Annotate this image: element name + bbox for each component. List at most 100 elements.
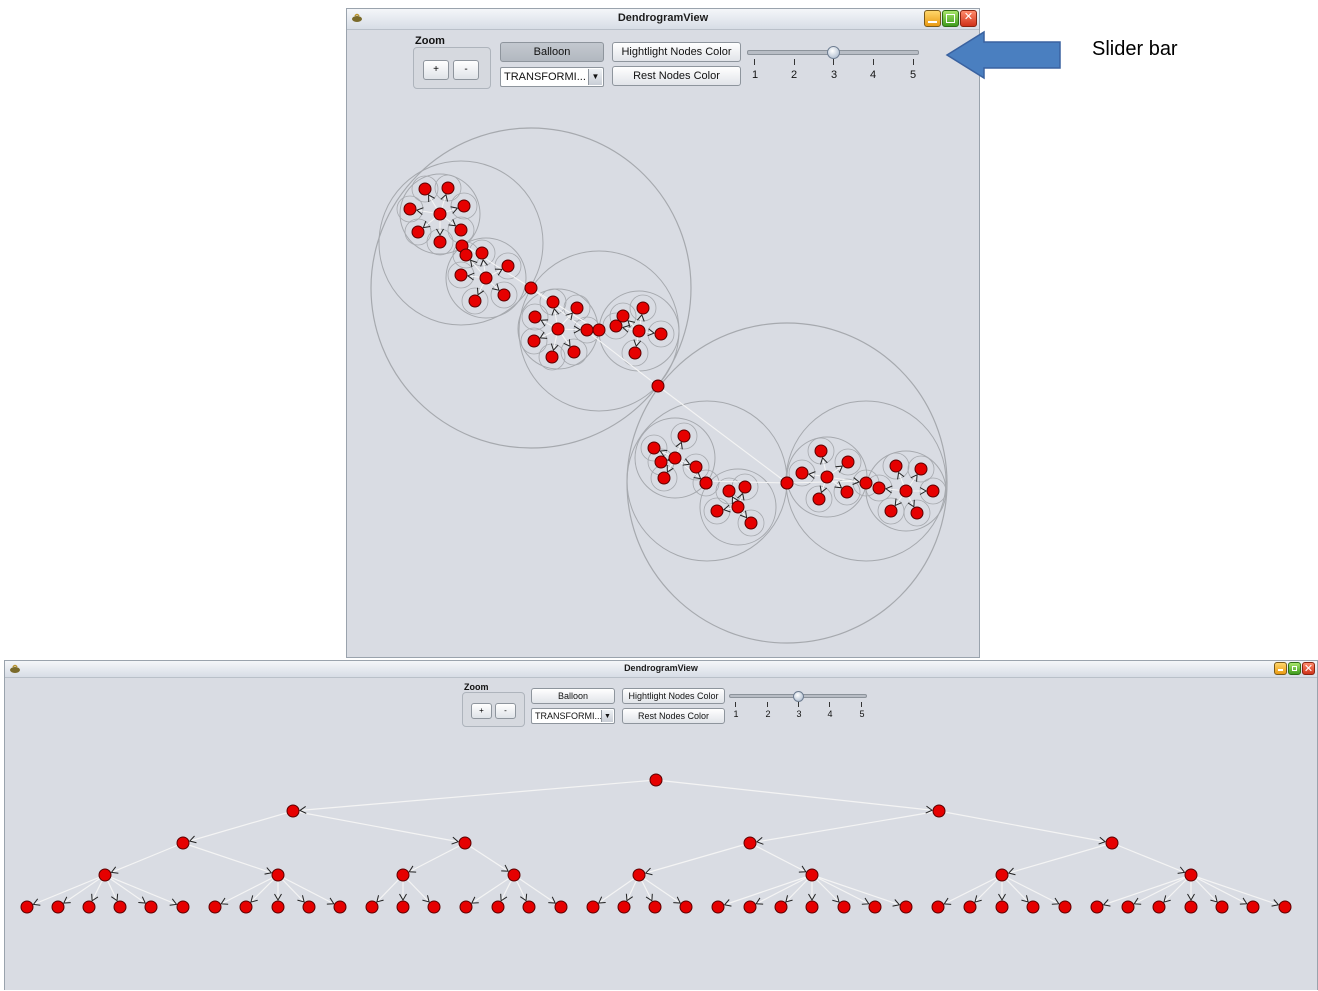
balloon-ring xyxy=(461,287,489,315)
graph-node xyxy=(524,281,538,295)
depth-slider[interactable]: 1 2 3 4 5 xyxy=(729,690,873,724)
balloon-ring xyxy=(370,127,692,449)
edge-arrowhead xyxy=(440,193,449,202)
graph-node xyxy=(654,327,668,341)
tree-edge xyxy=(749,842,813,876)
edge-arrowhead xyxy=(819,485,828,494)
minimize-button[interactable] xyxy=(1274,662,1287,675)
tree-edge xyxy=(638,842,751,876)
edge-arrowhead xyxy=(943,897,952,905)
zoom-in-button[interactable]: + xyxy=(423,60,449,80)
graph-node xyxy=(1215,900,1229,914)
edge-arrowhead xyxy=(480,258,488,267)
edge-arrowhead xyxy=(326,897,335,905)
graph-node xyxy=(689,460,703,474)
graph-node xyxy=(545,350,559,364)
graph-node xyxy=(457,199,471,213)
balloon-ring xyxy=(404,218,432,246)
slider-tick-label: 5 xyxy=(909,69,917,81)
rest-nodes-color-button[interactable]: Rest Nodes Color xyxy=(612,66,741,86)
balloon-ring xyxy=(907,455,935,483)
tree-edge xyxy=(1001,842,1113,876)
graph-node xyxy=(744,516,758,530)
edge-arrowhead xyxy=(274,893,282,901)
graph-node xyxy=(805,900,819,914)
edge-arrowhead xyxy=(919,487,927,495)
edge-arrowhead xyxy=(169,898,178,906)
graph-node xyxy=(889,459,903,473)
close-button[interactable] xyxy=(960,10,977,27)
edge-arrowhead xyxy=(675,441,683,450)
graph-node xyxy=(302,900,316,914)
tree-edge xyxy=(292,810,466,844)
graph-node xyxy=(468,294,482,308)
maximize-button[interactable] xyxy=(942,10,959,27)
graph-node xyxy=(743,900,757,914)
graph-node xyxy=(899,484,913,498)
graph-node xyxy=(628,346,642,360)
edge-arrowhead xyxy=(645,893,653,902)
graph-node xyxy=(914,462,928,476)
zoom-out-button[interactable]: - xyxy=(495,703,516,719)
edge-arrowhead xyxy=(907,499,915,508)
zoom-in-button[interactable]: + xyxy=(471,703,492,719)
transform-mode-value: TRANSFORMI... xyxy=(504,71,586,83)
edge-arrowhead xyxy=(428,194,435,202)
graph-node xyxy=(1121,900,1135,914)
graph-node xyxy=(551,322,565,336)
balloon-ring xyxy=(634,417,716,499)
graph-node xyxy=(433,235,447,249)
graph-node xyxy=(812,492,826,506)
slider-thumb[interactable] xyxy=(793,691,804,702)
graph-node xyxy=(271,900,285,914)
window-title: DendrogramView xyxy=(617,12,709,24)
tree-edge xyxy=(1190,874,1254,908)
slider-pointer-arrow xyxy=(945,30,1061,80)
graph-node xyxy=(528,310,542,324)
rest-nodes-color-button[interactable]: Rest Nodes Color xyxy=(622,708,725,724)
graph-node xyxy=(679,900,693,914)
balloon-ring xyxy=(903,499,931,527)
dropdown-arrow-icon[interactable]: ▼ xyxy=(601,710,613,722)
depth-slider[interactable]: 1 2 3 4 5 xyxy=(747,45,925,85)
tree-edge xyxy=(938,810,1113,844)
minimize-button[interactable] xyxy=(924,10,941,27)
edge-arrowhead xyxy=(492,283,500,291)
edge-arrowhead xyxy=(1007,867,1016,876)
graph-node xyxy=(433,207,447,221)
graph-node xyxy=(795,466,809,480)
graph-node xyxy=(396,900,410,914)
edge-arrowhead xyxy=(693,471,702,480)
transform-mode-select[interactable]: TRANSFORMI... ▼ xyxy=(500,67,604,87)
balloon-layout-button[interactable]: Balloon xyxy=(500,42,604,62)
edge-arrowhead xyxy=(835,465,844,473)
tree-edge xyxy=(182,842,279,876)
highlight-nodes-color-button[interactable]: Hightlight Nodes Color xyxy=(612,42,741,62)
tree-edge xyxy=(402,842,466,876)
transform-mode-select[interactable]: TRANSFORMI... ▼ xyxy=(531,708,615,724)
edge-arrowhead xyxy=(188,835,197,844)
graph-node xyxy=(176,836,190,850)
edge-arrowhead xyxy=(451,836,460,845)
edge-arrowhead xyxy=(110,866,119,874)
balloon-graph-canvas[interactable] xyxy=(347,9,979,657)
graph-node xyxy=(1278,900,1292,914)
highlight-nodes-color-button[interactable]: Hightlight Nodes Color xyxy=(622,688,725,704)
balloon-ring xyxy=(411,175,439,203)
balloon-layout-button[interactable]: Balloon xyxy=(531,688,615,704)
zoom-out-button[interactable]: - xyxy=(453,60,479,80)
dendrogram-tree-canvas[interactable] xyxy=(5,661,1317,991)
tree-edge xyxy=(277,874,341,908)
dropdown-arrow-icon[interactable]: ▼ xyxy=(588,69,602,85)
close-button[interactable] xyxy=(1302,662,1315,675)
graph-node xyxy=(570,301,584,315)
graph-node xyxy=(636,301,650,315)
slider-tick-label: 5 xyxy=(859,709,865,719)
titlebar[interactable]: DendrogramView xyxy=(5,661,1317,678)
slider-thumb[interactable] xyxy=(827,46,840,59)
titlebar[interactable]: DendrogramView xyxy=(347,9,979,30)
tree-edge xyxy=(104,874,184,908)
edge-arrowhead xyxy=(565,312,573,321)
maximize-button[interactable] xyxy=(1288,662,1301,675)
tree-edge xyxy=(57,874,106,908)
